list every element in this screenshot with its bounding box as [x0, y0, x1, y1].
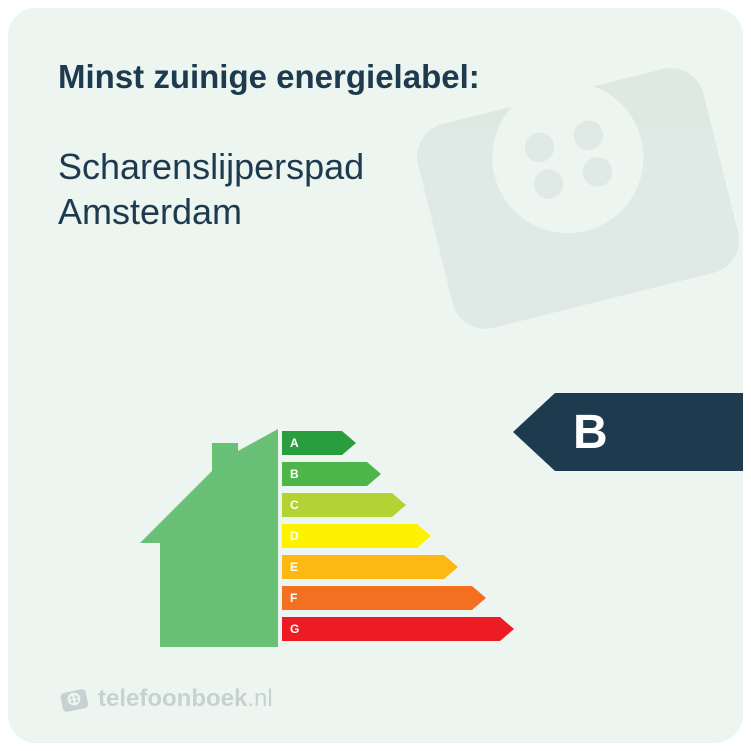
- energy-bar-label-e: E: [290, 560, 298, 574]
- energy-bar-label-b: B: [290, 467, 299, 481]
- rating-letter: B: [573, 405, 608, 460]
- energy-chart: A B C D E F G B: [8, 403, 743, 653]
- energy-bar-d: [282, 524, 431, 548]
- energy-bar-c: [282, 493, 406, 517]
- energy-bar-label-f: F: [290, 591, 297, 605]
- energy-bar-g: [282, 617, 514, 641]
- house-icon: [140, 429, 278, 647]
- street-name: Scharenslijperspad: [58, 146, 364, 187]
- energy-bar-f: [282, 586, 486, 610]
- city-name: Amsterdam: [58, 191, 242, 232]
- brand-bold: telefoonboek: [98, 685, 247, 712]
- energy-bar-label-a: A: [290, 436, 299, 450]
- card-subtitle: Scharenslijperspad Amsterdam: [58, 144, 693, 234]
- info-card: Minst zuinige energielabel: Scharenslijp…: [8, 8, 743, 743]
- brand-text: telefoonboek.nl: [98, 685, 273, 713]
- brand-light: .nl: [247, 685, 272, 712]
- energy-bar-label-d: D: [290, 529, 299, 543]
- energy-bar-label-g: G: [290, 622, 299, 636]
- energy-bars-svg: A B C D E F G: [128, 423, 548, 653]
- energy-bar-e: [282, 555, 458, 579]
- energy-bar-label-c: C: [290, 498, 299, 512]
- card-title: Minst zuinige energielabel:: [58, 58, 693, 96]
- rating-arrow-icon: [513, 393, 743, 471]
- footer-brand: telefoonboek.nl: [58, 683, 273, 715]
- brand-icon: [58, 683, 90, 715]
- rating-pointer: B: [513, 393, 743, 471]
